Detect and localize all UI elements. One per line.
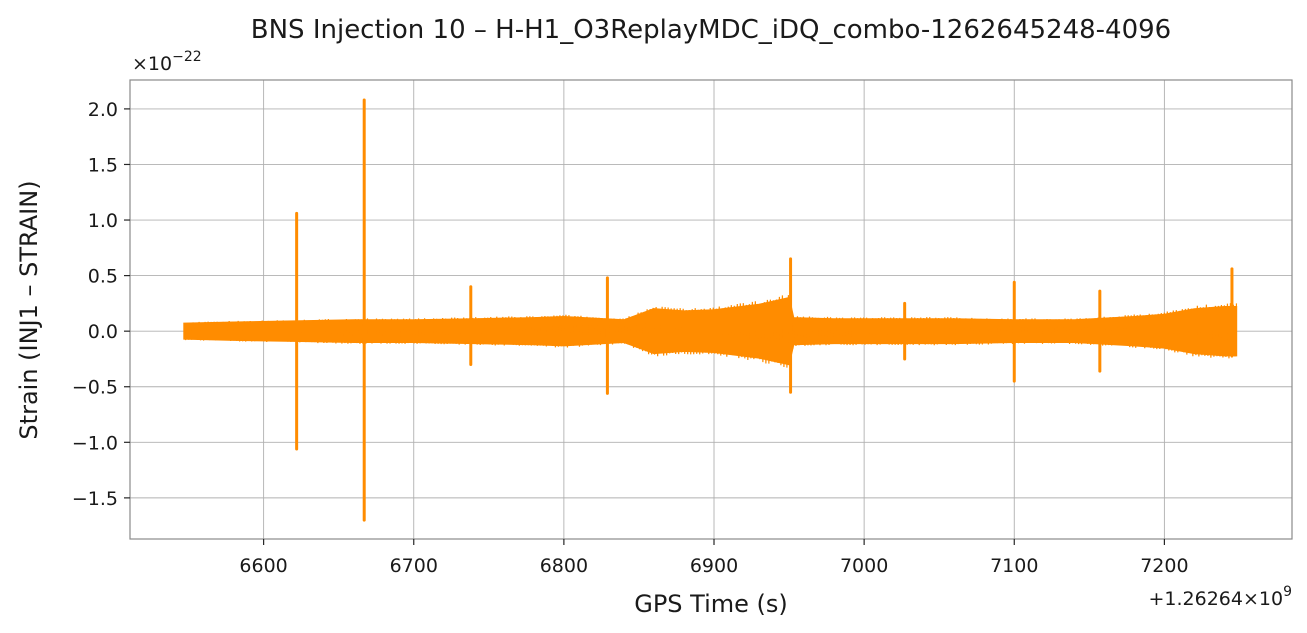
y-scale-base: ×10 (132, 53, 172, 75)
plot-frame (129, 79, 1293, 540)
strain-envelope (183, 296, 1238, 366)
y-scale-exponent: −22 (172, 49, 202, 65)
y-tick-label: 1.0 (88, 210, 118, 232)
x-offset-base: +1.26264×10 (1148, 588, 1283, 610)
chart-title: BNS Injection 10 – H-H1_O3ReplayMDC_iDQ_… (251, 15, 1171, 45)
x-tick-label: 6600 (239, 555, 287, 577)
y-axis-label: Strain (INJ1 – STRAIN) (15, 180, 43, 439)
x-axis-offset-label: +1.26264×109 (1148, 584, 1292, 610)
y-tick-label: −1.0 (72, 432, 118, 454)
axis-ticks: 6600 6700 6800 6900 7000 7100 7200 −1.5 −1.0 −0.5… (72, 99, 1189, 577)
series-strain (183, 98, 1238, 522)
y-tick-label: −0.5 (72, 377, 118, 399)
x-tick-label: 7000 (840, 555, 888, 577)
y-tick-label: 1.5 (88, 154, 118, 176)
x-tick-label: 7100 (990, 555, 1038, 577)
y-tick-label: 0.0 (88, 321, 118, 343)
strain-trace (183, 295, 1238, 368)
x-tick-label: 6800 (540, 555, 588, 577)
x-tick-label: 7200 (1140, 555, 1188, 577)
y-tick-label: −1.5 (72, 488, 118, 510)
x-axis-label: GPS Time (s) (634, 590, 788, 618)
y-axis-scale-label: ×10−22 (132, 49, 202, 75)
y-tick-label: 0.5 (88, 266, 118, 288)
x-tick-label: 6700 (390, 555, 438, 577)
x-tick-label: 6900 (690, 555, 738, 577)
x-offset-exponent: 9 (1283, 584, 1292, 600)
y-tick-label: 2.0 (88, 99, 118, 121)
